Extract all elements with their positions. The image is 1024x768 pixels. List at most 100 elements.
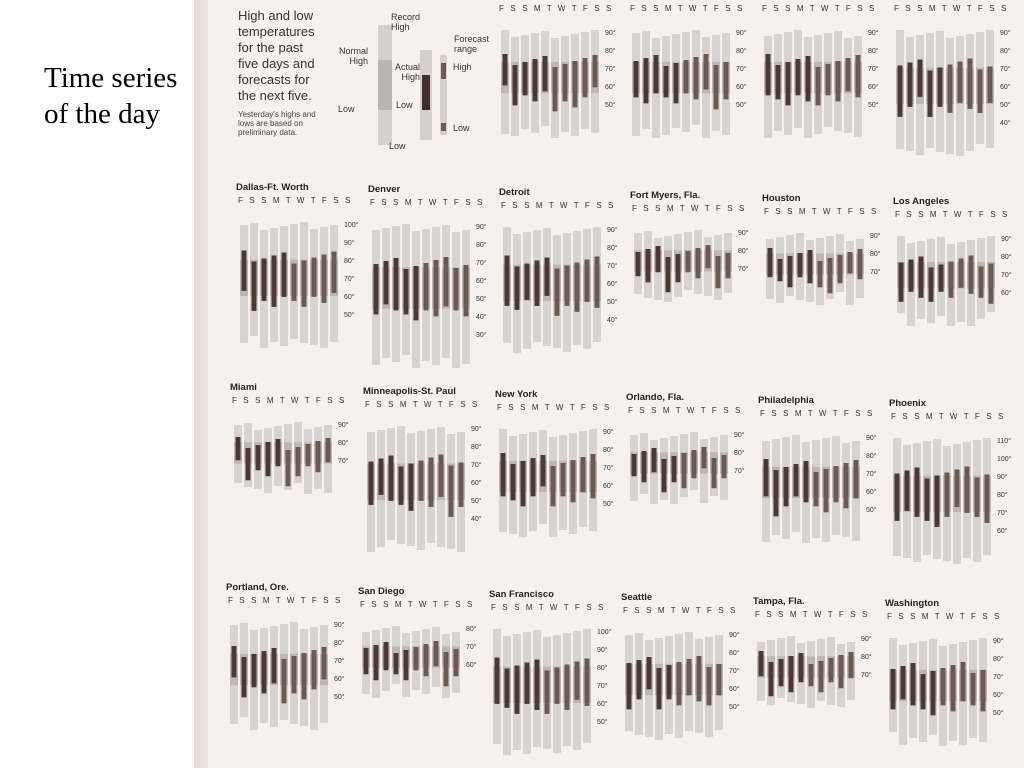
forecast-temp-bar <box>413 647 419 671</box>
forecast-temp-bar <box>552 67 558 112</box>
actual-temp-bar <box>532 59 538 102</box>
axis-tick-label: 50° <box>471 498 482 505</box>
actual-temp-bar <box>524 263 530 300</box>
axis-tick-label: 70° <box>734 468 745 475</box>
day-labels: F S S M T W T F S S <box>630 4 745 13</box>
actual-temp-bar <box>655 246 661 273</box>
axis-tick-label: 60° <box>997 528 1008 535</box>
legend-normal-band <box>378 60 392 110</box>
city-panel: Cleveland F S S M T W T F S S 90° 80° 70° 60°… <box>892 0 1017 175</box>
axis-tick-label: 80° <box>861 654 872 661</box>
city-panel: Dallas-Ft. Worth F S S M T W T F S S 100° 9… <box>236 182 361 367</box>
city-panel: Minneapolis-St. Paul F S S M T W T F S S 9… <box>363 386 488 571</box>
day-labels: F S S M T W T F S S <box>894 4 1009 13</box>
temperature-chart <box>766 233 864 305</box>
forecast-temp-bar <box>823 469 829 513</box>
actual-temp-bar <box>788 656 794 693</box>
axis-tick-label: 70° <box>344 276 355 283</box>
forecast-temp-bar <box>554 268 560 316</box>
forecast-temp-bar <box>281 659 287 704</box>
axis-tick-label: 70° <box>338 458 349 465</box>
actual-temp-bar <box>251 261 257 311</box>
axis-tick-label: 60° <box>466 662 477 669</box>
forecast-temp-bar <box>838 655 844 689</box>
actual-temp-bar <box>398 466 404 505</box>
axis-tick-label: 70° <box>993 674 1004 681</box>
forecast-temp-bar <box>685 251 691 273</box>
actual-temp-bar <box>641 451 647 483</box>
actual-temp-bar <box>938 264 944 292</box>
forecast-temp-bar <box>590 454 596 499</box>
actual-temp-bar <box>908 259 914 292</box>
temperature-chart <box>897 236 995 326</box>
forecast-temp-bar <box>291 656 297 694</box>
actual-temp-bar <box>504 255 510 306</box>
axis-tick-label: 80° <box>605 48 616 55</box>
actual-temp-bar <box>795 59 801 96</box>
axis-tick-label: 80° <box>870 251 881 258</box>
legend-forecast-range-label: Forecast range <box>454 34 490 54</box>
actual-temp-bar <box>271 255 277 307</box>
actual-temp-bar <box>778 659 784 687</box>
actual-temp-bar <box>773 470 779 517</box>
legend-forecast-low-label: Low <box>453 123 470 133</box>
axis-tick-label: 80° <box>993 656 1004 663</box>
actual-temp-bar <box>673 63 679 104</box>
forecast-temp-bar <box>580 457 586 493</box>
city-panel: Portland, Ore. F S S M T W T F S S 90° 80° 7… <box>226 582 351 767</box>
forecast-temp-bar <box>843 463 849 509</box>
axis-tick-label: 60° <box>993 692 1004 699</box>
forecast-temp-bar <box>818 661 824 693</box>
forecast-temp-bar <box>968 255 974 294</box>
forecast-temp-bar <box>713 65 719 110</box>
forecast-temp-bar <box>716 664 722 696</box>
legend-forecast-low <box>441 123 446 131</box>
axis-tick-label: 60° <box>471 480 482 487</box>
forecast-temp-bar <box>285 450 291 487</box>
forecast-temp-bar <box>291 263 297 301</box>
forecast-temp-bar <box>808 664 814 687</box>
forecast-temp-bar <box>693 57 699 100</box>
forecast-temp-bar <box>848 652 854 679</box>
axis-tick-label: 70° <box>736 66 747 73</box>
forecast-temp-bar <box>321 254 327 303</box>
axis-tick-label: 70° <box>597 683 608 690</box>
forecast-temp-bar <box>582 58 588 98</box>
city-name: Denver <box>368 184 401 195</box>
actual-temp-bar <box>378 458 384 495</box>
forecast-temp-bar <box>835 61 841 102</box>
axis-tick-label: 60° <box>476 278 487 285</box>
temperature-chart <box>764 30 862 138</box>
actual-temp-bar <box>793 464 799 497</box>
axis-tick-label: 90° <box>738 230 749 237</box>
day-labels: F S S M T W T F S S <box>360 600 475 609</box>
forecast-temp-bar <box>857 249 863 280</box>
actual-temp-bar <box>900 666 906 700</box>
day-labels: F S S M T W T F S S <box>370 198 485 207</box>
city-panel: Fort Myers, Fla. F S S M T W T F S S 90° 80… <box>630 190 755 375</box>
actual-temp-bar <box>373 645 379 681</box>
temperature-chart <box>503 227 601 353</box>
actual-temp-bar <box>520 461 526 507</box>
forecast-temp-bar <box>705 245 711 269</box>
temperature-chart <box>889 638 987 746</box>
forecast-temp-bar <box>715 256 721 289</box>
axis-tick-label: 90° <box>476 224 487 231</box>
actual-temp-bar <box>631 454 637 477</box>
axis-tick-label: 40° <box>1000 120 1011 127</box>
actual-temp-bar <box>651 448 657 473</box>
actual-temp-bar <box>514 665 520 714</box>
axis-tick-label: 50° <box>607 299 618 306</box>
axis-tick-label: 90° <box>866 435 877 442</box>
forecast-temp-bar <box>815 67 821 106</box>
city-panel: Miami F S S M T W T F S S 90° 80° 70° <box>230 382 355 567</box>
forecast-temp-bar <box>701 447 707 469</box>
forecast-temp-bar <box>544 670 550 714</box>
city-panel: Phoenix F S S M T W T F S S 110° 100° 90° 80°… <box>889 398 1014 583</box>
temperature-chart <box>625 632 723 740</box>
axis-tick-label: 50° <box>344 312 355 319</box>
city-name: Cleveland <box>892 0 937 1</box>
forecast-temp-bar <box>691 450 697 479</box>
actual-temp-bar <box>373 264 379 315</box>
axis-tick-label: 60° <box>603 483 614 490</box>
